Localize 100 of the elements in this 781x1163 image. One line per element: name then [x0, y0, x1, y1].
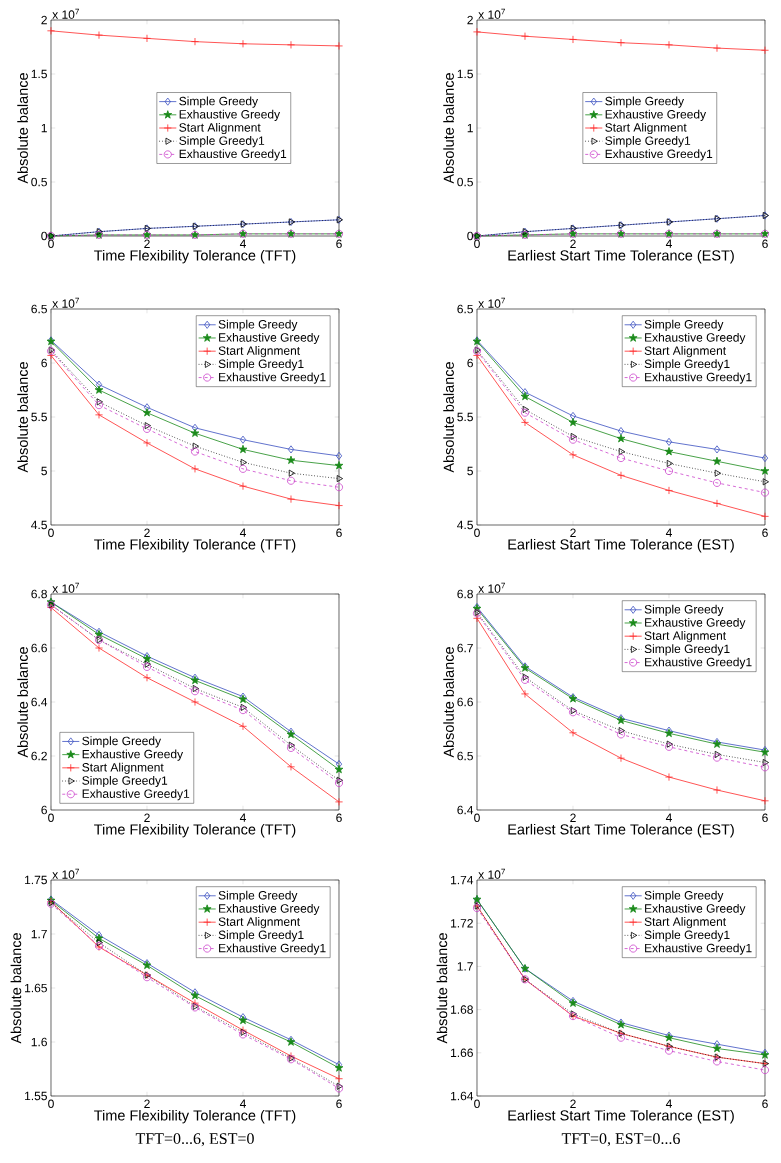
- x-axis-title: Earliest Start Time Tolerance (EST): [508, 538, 734, 553]
- y-tick-label: 4.5: [31, 520, 47, 530]
- y-tick-label: 0.5: [31, 177, 47, 187]
- legend-label: Exhaustive Greedy1: [179, 149, 287, 161]
- y-tick-label: 5: [41, 466, 47, 476]
- x-tick-label: 4: [665, 813, 672, 822]
- x-axis-title: Earliest Start Time Tolerance (EST): [508, 249, 734, 264]
- x-tick-label: 4: [665, 528, 672, 537]
- x-axis-title: Time Flexibility Tolerance (TFT): [94, 1109, 296, 1124]
- legend-label: Start Alignment: [179, 122, 261, 135]
- legend-label: Exhaustive Greedy: [645, 903, 746, 916]
- y-tick-label: 1: [467, 123, 473, 133]
- legend-label: Simple Greedy1: [605, 136, 691, 148]
- x-tick-label: 6: [336, 813, 342, 823]
- y-axis-title: Absolute balance: [10, 933, 22, 1044]
- text: x 10$^{7}$: [52, 582, 79, 593]
- x-tick-label: 2: [144, 813, 150, 822]
- y-axis-title: Absolute balance: [443, 362, 454, 473]
- legend-label: Start Alignment: [644, 346, 727, 358]
- legend-label: Simple Greedy: [179, 96, 259, 108]
- x-tick-label: 2: [144, 239, 150, 248]
- text: TFT=0, EST=0...6: [561, 1133, 680, 1147]
- x-axis-title: Time Flexibility Tolerance (TFT): [94, 249, 296, 264]
- y-tick-label: 6.4: [457, 805, 474, 815]
- x-tick-label: 6: [336, 239, 342, 249]
- x-tick-label: 4: [665, 239, 672, 248]
- text: x 10$^{7}$: [478, 297, 505, 308]
- text: x 10$^{7}$: [478, 868, 505, 879]
- legend-label: Exhaustive Greedy: [605, 109, 707, 121]
- x-tick-label: 0: [48, 1099, 54, 1109]
- y-tick-label: 1.75: [25, 875, 47, 885]
- y-tick-label: 6.5: [457, 304, 473, 314]
- x-tick-label: 4: [239, 528, 246, 537]
- x-axis-title: Earliest Start Time Tolerance (EST): [508, 1109, 734, 1124]
- y-tick-label: 6: [467, 358, 473, 368]
- x-tick-label: 6: [762, 239, 768, 249]
- x-tick-label: 2: [570, 239, 576, 248]
- y-tick-label: 6.4: [31, 697, 48, 707]
- legend-label: Exhaustive Greedy1: [219, 943, 326, 955]
- legend-label: Start Alignment: [605, 122, 687, 135]
- text: x 10$^{7}$: [478, 8, 505, 19]
- y-tick-label: 6.6: [31, 643, 47, 653]
- y-axis-title: Absolute balance: [17, 362, 28, 473]
- y-tick-label: 1.5: [457, 69, 473, 79]
- x-tick-label: 4: [665, 1099, 672, 1108]
- legend-label: Exhaustive Greedy1: [645, 943, 752, 955]
- legend-label: Simple Greedy: [644, 604, 724, 616]
- x-tick-label: 6: [336, 528, 342, 538]
- y-tick-label: 0: [41, 231, 47, 241]
- legend-label: Simple Greedy1: [644, 359, 730, 371]
- y-axis-title: Absolute balance: [443, 73, 454, 184]
- y-tick-label: 1.74: [451, 875, 474, 885]
- y-axis-title: Absolute balance: [436, 933, 448, 1044]
- x-tick-label: 6: [762, 1099, 768, 1109]
- legend-label: Exhaustive Greedy1: [645, 372, 752, 384]
- legend-label: Simple Greedy: [218, 890, 298, 902]
- y-tick-label: 4.5: [457, 520, 473, 530]
- legend-label: Exhaustive Greedy: [219, 903, 320, 916]
- legend-label: Simple Greedy: [82, 736, 162, 748]
- y-tick-label: 6.7: [457, 643, 473, 653]
- text: x 10$^{7}$: [478, 582, 505, 593]
- y-tick-label: 2: [467, 15, 473, 25]
- legend-label: Simple Greedy1: [82, 775, 168, 788]
- y-tick-label: 1.66: [451, 1048, 473, 1058]
- y-axis-title: Absolute balance: [17, 647, 28, 758]
- legend-label: Start Alignment: [218, 917, 301, 929]
- legend-label: Exhaustive Greedy: [179, 109, 281, 121]
- x-tick-label: 2: [570, 1099, 576, 1108]
- legend-label: Simple Greedy1: [218, 930, 304, 942]
- x-tick-label: 6: [762, 813, 768, 823]
- x-axis-title: Earliest Start Time Tolerance (EST): [508, 823, 734, 838]
- legend-label: Simple Greedy: [644, 890, 724, 902]
- y-tick-label: 6.2: [31, 751, 47, 761]
- legend-label: Start Alignment: [82, 762, 164, 774]
- x-axis-title: Time Flexibility Tolerance (TFT): [94, 823, 296, 838]
- text: TFT=0...6, EST=0: [135, 1133, 254, 1147]
- y-tick-label: 6.8: [31, 589, 47, 599]
- legend-label: Exhaustive Greedy1: [645, 657, 752, 669]
- y-tick-label: 1: [41, 123, 47, 133]
- y-tick-label: 1.72: [451, 919, 473, 928]
- legend-label: Simple Greedy1: [179, 136, 265, 148]
- text: x 10$^{7}$: [52, 868, 79, 879]
- legend-label: Exhaustive Greedy1: [605, 149, 713, 161]
- y-tick-label: 6: [41, 805, 47, 815]
- legend-label: Start Alignment: [644, 917, 727, 929]
- legend-label: Simple Greedy: [644, 319, 724, 331]
- y-tick-label: 5.5: [31, 412, 47, 422]
- y-tick-label: 0: [467, 231, 473, 241]
- x-tick-label: 0: [48, 528, 54, 538]
- legend-label: Exhaustive Greedy1: [219, 372, 326, 384]
- y-tick-label: 2: [41, 15, 47, 25]
- x-tick-label: 6: [336, 1099, 342, 1109]
- y-tick-label: 6: [41, 358, 47, 368]
- x-tick-label: 2: [144, 1099, 150, 1108]
- y-tick-label: 1.68: [451, 1005, 473, 1014]
- x-tick-label: 4: [239, 1099, 246, 1108]
- y-tick-label: 1.5: [31, 69, 47, 79]
- legend-label: Exhaustive Greedy1: [82, 789, 190, 801]
- y-tick-label: 1.65: [25, 983, 47, 993]
- legend-label: Exhaustive Greedy: [82, 749, 184, 761]
